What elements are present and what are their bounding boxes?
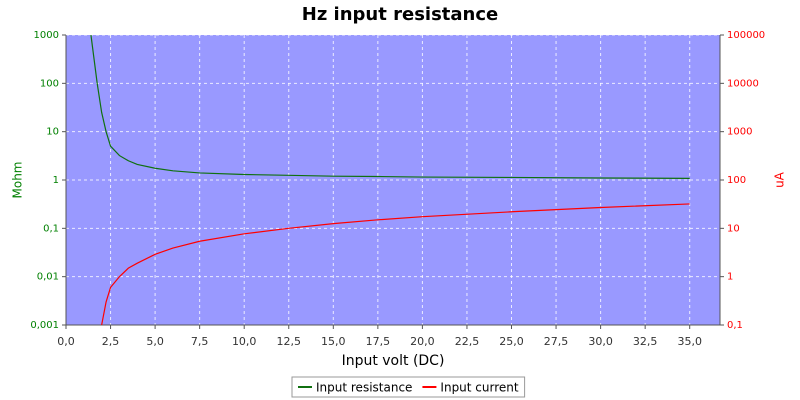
y-tick-label: 100 (40, 78, 59, 89)
y2-tick-label: 100 (727, 175, 746, 186)
plot-lines (90, 35, 690, 325)
x-tick-label: 5,0 (146, 335, 164, 348)
x-tick-label: 22,5 (455, 335, 480, 348)
y-tick-label: 10 (46, 127, 59, 138)
x-tick-label: 20,0 (410, 335, 435, 348)
y2-tick-label: 1000 (727, 127, 752, 138)
y2-tick-label: 10000 (727, 78, 759, 89)
x-tick-label: 7,5 (191, 335, 209, 348)
legend-label: Input resistance (316, 381, 412, 395)
data-line (101, 203, 690, 325)
x-tick-label: 15,0 (321, 335, 346, 348)
data-line (90, 35, 690, 179)
y-tick-label: 0,1 (43, 223, 59, 234)
x-tick-label: 25,0 (499, 335, 524, 348)
x-tick-label: 32,5 (633, 335, 658, 348)
x-tick-label: 2,5 (102, 335, 120, 348)
x-tick-label: 30,0 (588, 335, 613, 348)
y-tick-label: 1 (53, 175, 59, 186)
x-axis-label: Input volt (DC) (342, 353, 445, 369)
y-tick-label: 0,001 (30, 320, 59, 331)
x-tick-label: 35,0 (677, 335, 702, 348)
x-tick-label: 0,0 (57, 335, 75, 348)
x-tick-label: 12,5 (277, 335, 302, 348)
y2-tick-label: 1 (727, 272, 733, 283)
x-tick-label: 17,5 (366, 335, 391, 348)
y-tick-label: 0,01 (37, 272, 59, 283)
x-tick-label: 27,5 (544, 335, 569, 348)
y2-tick-label: 100000 (727, 30, 765, 41)
y-tick-label: 1000 (34, 30, 59, 41)
legend-box (291, 376, 526, 398)
legend-label: Input current (440, 381, 518, 395)
x-tick-label: 10,0 (232, 335, 257, 348)
y2-axis-label: uA (773, 171, 787, 188)
y2-tick-label: 0,1 (727, 320, 743, 331)
y2-tick-label: 10 (727, 223, 740, 234)
chart-title: Hz input resistance (302, 4, 499, 25)
y-axis-label: Mohm (11, 162, 25, 199)
